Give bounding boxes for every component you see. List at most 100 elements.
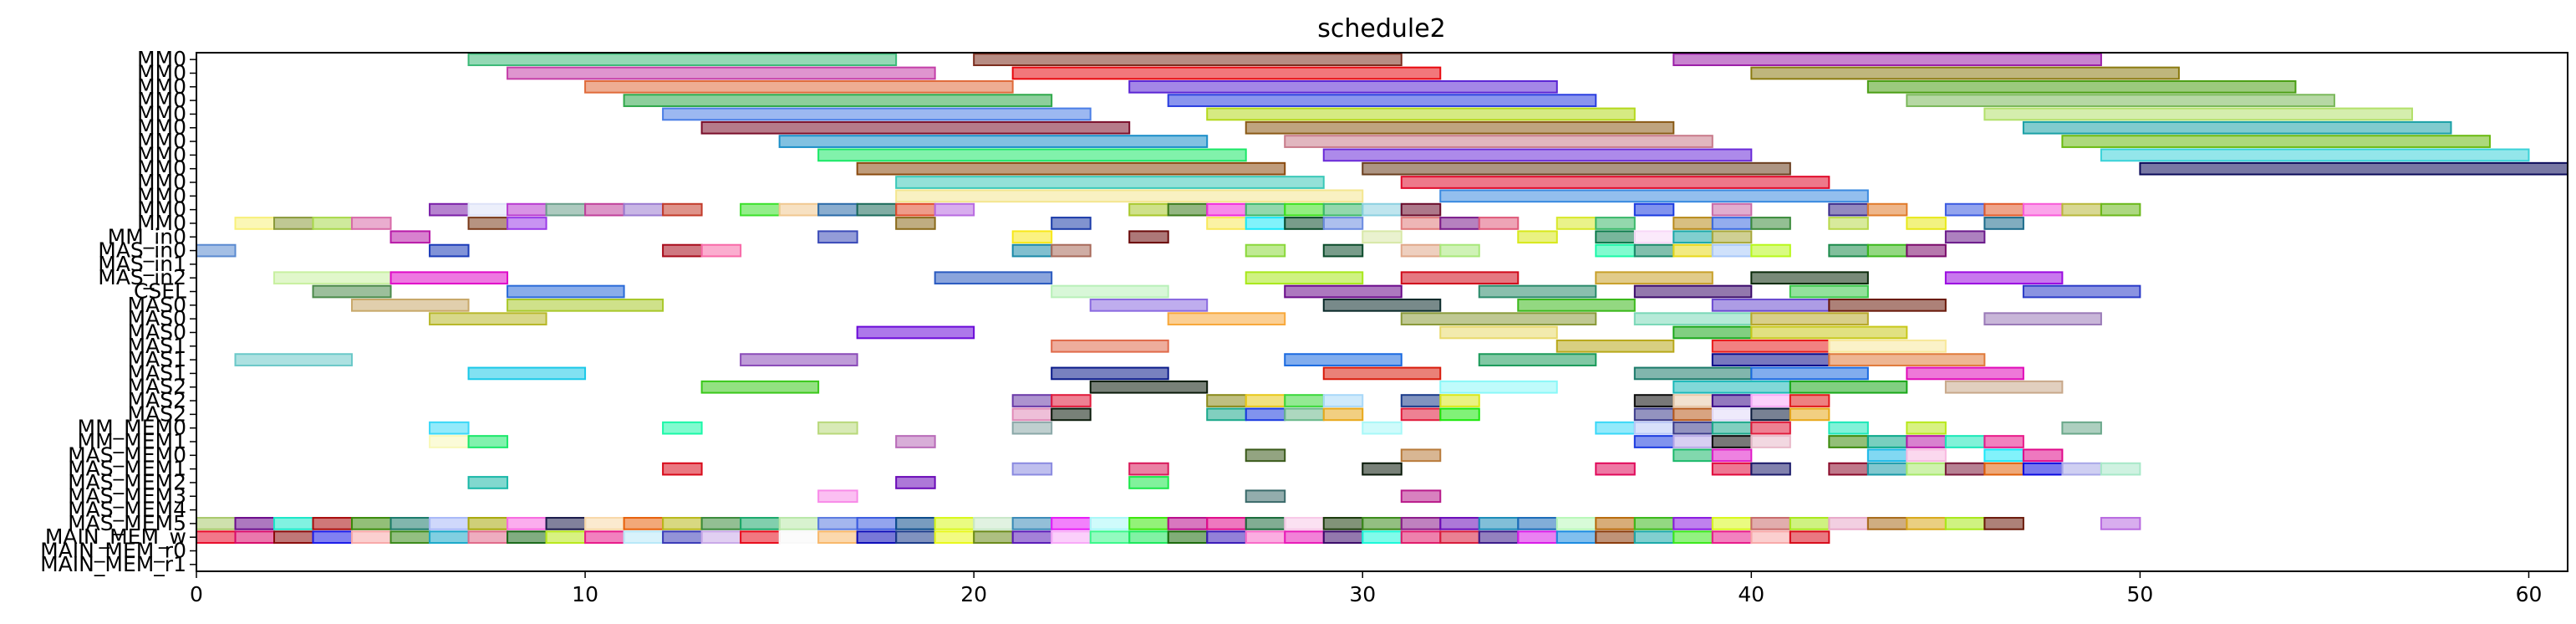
task-bar [1828, 353, 1986, 366]
y-tick-label: MM0 [137, 211, 186, 235]
task-bar [895, 189, 1364, 203]
y-tick-label: MM0 [137, 156, 186, 181]
task-bar [1789, 284, 1869, 299]
task-bar [1128, 517, 1169, 530]
task-bar [1750, 312, 1869, 326]
task-bar [1439, 517, 1480, 530]
task-bar [1128, 476, 1169, 489]
y-tick-label: MAS_MEM5 [68, 511, 186, 535]
task-bar [934, 517, 975, 530]
task-bar [1711, 448, 1753, 463]
task-bar [196, 517, 237, 530]
task-bar [1750, 217, 1791, 230]
task-bar [1944, 517, 1986, 530]
task-bar [1439, 189, 1869, 203]
task-bar [1245, 202, 1286, 217]
task-bar [1051, 517, 1092, 530]
task-bar [856, 202, 898, 217]
task-bar [351, 517, 392, 530]
task-bar [1206, 107, 1636, 121]
task-bar [1983, 435, 2024, 448]
y-tick-label: MAS1 [128, 361, 186, 385]
task-bar [1284, 517, 1325, 530]
y-tick-label: MM0 [137, 170, 186, 194]
task-bar [1245, 217, 1286, 230]
task-bar [196, 243, 237, 258]
task-bar [1439, 394, 1480, 407]
task-bar [351, 298, 470, 312]
task-bar [1400, 517, 1442, 530]
task-bar [973, 53, 1403, 67]
task-bar [740, 202, 781, 217]
task-bar [1245, 407, 1286, 422]
task-bar [895, 176, 1325, 189]
task-bar [1595, 517, 1636, 530]
task-bar [740, 517, 781, 530]
task-bar [234, 530, 276, 545]
y-tick-label: MAS1 [128, 334, 186, 358]
task-bar [1555, 517, 1597, 530]
task-bar [1672, 394, 1713, 407]
task-bar [1750, 394, 1791, 407]
task-bar [1750, 517, 1791, 530]
task-bar [740, 353, 858, 366]
task-bar [429, 530, 470, 545]
task-bar [1672, 380, 1791, 394]
task-bar [1828, 435, 1869, 448]
task-bar [973, 530, 1014, 545]
task-bar [895, 217, 936, 230]
task-bar [429, 202, 470, 217]
task-bar [1789, 380, 1908, 394]
task-bar [1633, 230, 1675, 244]
task-bar [507, 517, 547, 530]
task-bar [1322, 517, 1364, 530]
task-bar [1322, 530, 1364, 545]
y-axis: MM0MM0MM0MM0MM0MM0MM0MM0MM0MM0MM0MM0MM0M… [40, 47, 196, 576]
task-bar [1906, 421, 1947, 435]
task-bar [1206, 394, 1247, 407]
task-bar [467, 217, 509, 230]
task-bar [1478, 517, 1520, 530]
task-bar [1439, 217, 1480, 230]
task-bar [1089, 298, 1209, 312]
task-bar [1906, 217, 1947, 230]
task-bar [1245, 489, 1286, 504]
task-bar [1284, 135, 1713, 148]
task-bar [1400, 489, 1442, 504]
x-tick-label: 10 [572, 582, 598, 606]
task-bar [1672, 530, 1713, 545]
task-bar [389, 517, 431, 530]
task-bar [1089, 517, 1131, 530]
task-bar [895, 530, 936, 545]
task-bar [273, 271, 392, 285]
task-bar [234, 517, 276, 530]
y-tick-label: MAS_in1 [98, 252, 186, 276]
task-bar [778, 530, 820, 545]
task-bar [1906, 94, 2335, 107]
task-bar [1362, 230, 1403, 244]
task-bar [1245, 243, 1286, 258]
task-bar [1206, 407, 1247, 422]
x-tick-label: 50 [2127, 582, 2154, 606]
task-bar [1400, 271, 1520, 285]
task-bar [1750, 421, 1791, 435]
task-bar [1906, 243, 1947, 258]
task-bar [429, 312, 547, 326]
task-bar [1789, 530, 1830, 545]
task-bar [2139, 161, 2568, 176]
task-bar [507, 66, 936, 80]
task-bar [1051, 407, 1092, 422]
task-bar [623, 94, 1053, 107]
task-bar [1633, 312, 1753, 326]
task-bar [1362, 421, 1403, 435]
task-bar [662, 462, 703, 476]
task-bar [1478, 284, 1597, 299]
task-bar [1206, 530, 1247, 545]
task-bar [1750, 243, 1791, 258]
task-bar [1167, 530, 1209, 545]
task-bar [1906, 435, 1947, 448]
task-bar [1944, 435, 1986, 448]
task-bar [467, 435, 509, 448]
task-bar [584, 202, 625, 217]
